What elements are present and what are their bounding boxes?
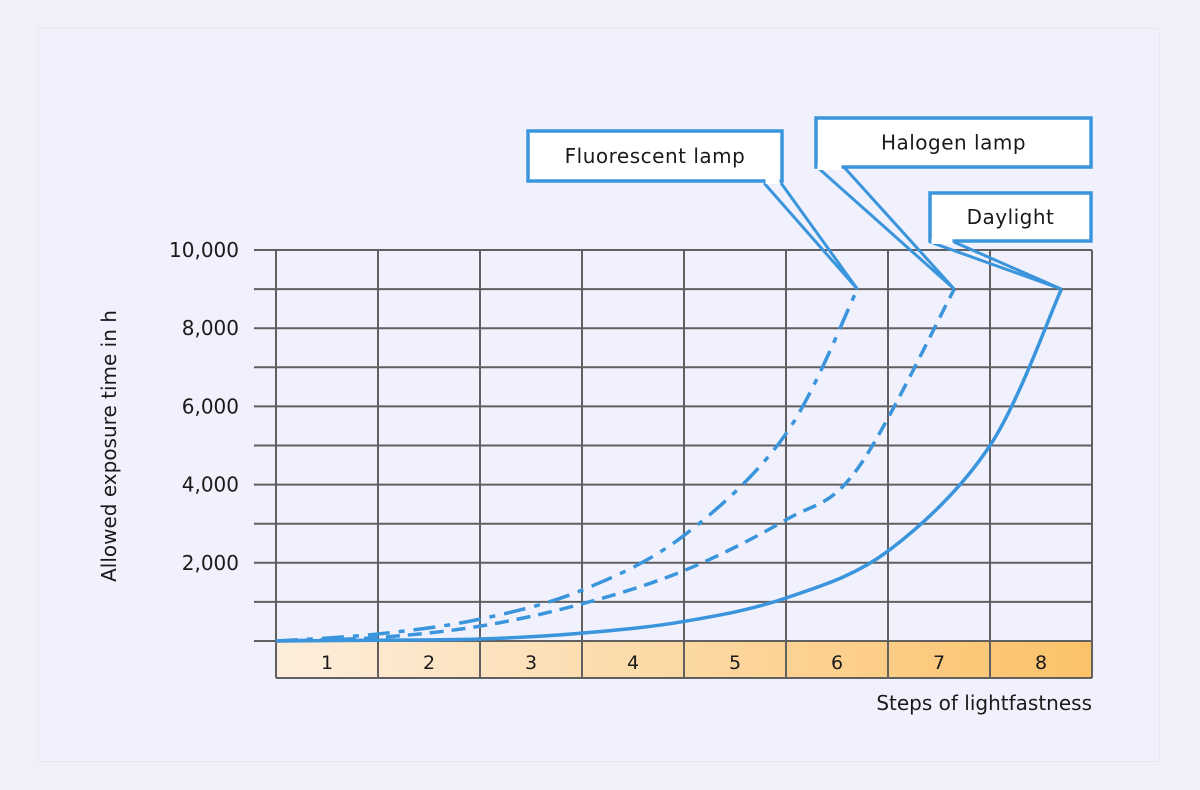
step-label: 1 — [321, 652, 333, 674]
callout-box — [526, 129, 784, 183]
legend-callouts: Fluorescent lamp Halogen lamp Daylight — [526, 116, 1093, 291]
legend-label: Fluorescent lamp — [565, 144, 746, 168]
callout-notch — [817, 164, 842, 170]
callout-box — [928, 191, 1093, 243]
callout-box — [814, 116, 1093, 169]
step-label: 7 — [933, 652, 945, 674]
series-line-halogen-lamp — [275, 288, 956, 643]
series-lines — [275, 288, 1063, 643]
y-tick-label: 10,000 — [169, 238, 239, 262]
y-tick-label: 4,000 — [182, 473, 239, 497]
y-axis-label: Allowed exposure time in h — [97, 310, 121, 582]
step-label: 8 — [1035, 652, 1047, 674]
step-label: 6 — [831, 652, 843, 674]
y-tick-label: 6,000 — [182, 394, 239, 418]
series-line-fluorescent-lamp — [275, 288, 859, 643]
legend-label: Halogen lamp — [881, 131, 1026, 155]
callout-pointer — [762, 182, 859, 291]
x-axis-label: Steps of lightfastness — [876, 691, 1092, 715]
y-tick-labels: 2,000 4,000 6,000 8,000 10,000 — [169, 238, 239, 575]
x-tick-labels: 1 2 3 4 5 6 7 8 — [321, 652, 1047, 674]
callout-notch — [931, 238, 953, 244]
step-label: 2 — [423, 652, 435, 674]
step-label: 3 — [525, 652, 537, 674]
series-line-daylight — [275, 288, 1063, 643]
chart-grid — [254, 249, 1093, 679]
y-tick-label: 2,000 — [182, 551, 239, 575]
y-tick-label: 8,000 — [182, 316, 239, 340]
step-label: 5 — [729, 652, 741, 674]
step-label: 4 — [627, 652, 639, 674]
callout-notch — [765, 178, 780, 184]
callout-pointer — [815, 164, 956, 291]
callout-pointer — [929, 240, 1063, 291]
legend-label: Daylight — [967, 205, 1055, 229]
